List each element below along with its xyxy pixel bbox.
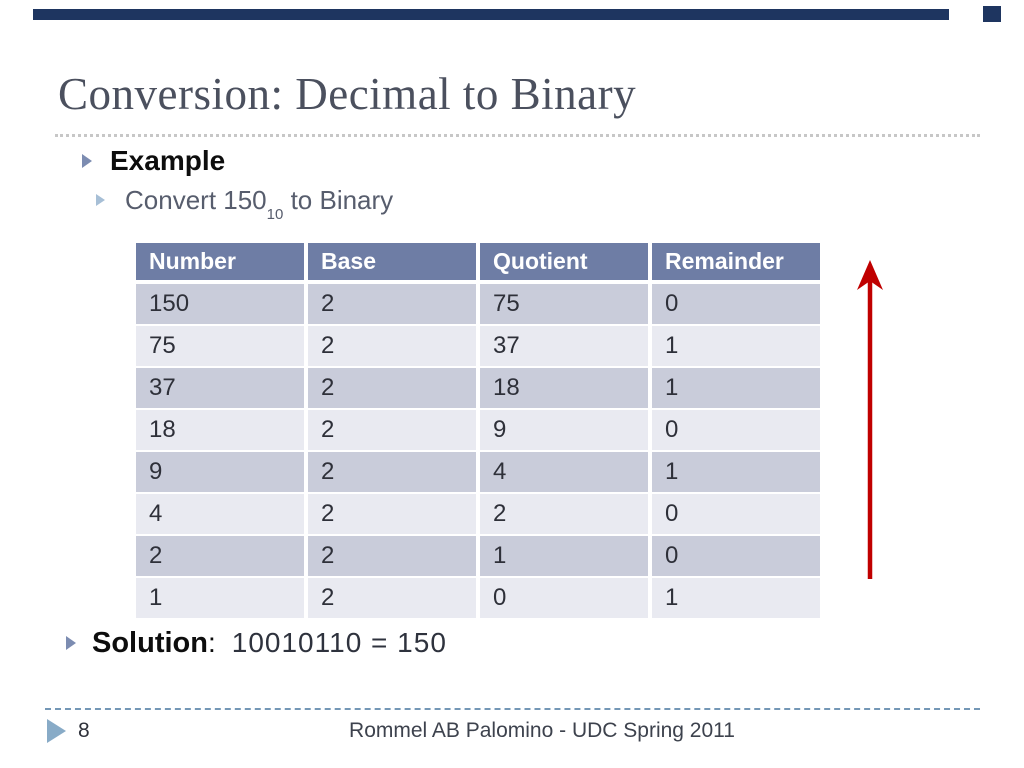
table-cell: 1 [652, 578, 820, 618]
bullet-triangle-icon [82, 154, 92, 168]
table-cell: 1 [652, 368, 820, 408]
solution-value: 10010110 = 150 [231, 627, 447, 658]
table-cell: 75 [480, 284, 648, 324]
table-cell: 4 [480, 452, 648, 492]
example-label: Example [110, 145, 226, 176]
top-accent-bar [33, 9, 949, 20]
bullet-triangle-icon [66, 636, 76, 650]
table-cell: 150 [136, 284, 304, 324]
bullet-example: Example [82, 144, 225, 178]
table-cell: 75 [136, 326, 304, 366]
table-cell: 37 [480, 326, 648, 366]
table-header-number: Number [136, 243, 304, 280]
table-cell: 2 [308, 368, 476, 408]
bullet-triangle-icon [96, 194, 105, 206]
convert-label: Convert 15010 to Binary [125, 184, 394, 222]
up-arrow-icon [857, 260, 883, 579]
table-header-remainder: Remainder [652, 243, 820, 280]
table-cell: 2 [308, 410, 476, 450]
table-cell: 0 [480, 578, 648, 618]
table-cell: 2 [308, 284, 476, 324]
table-cell: 1 [652, 326, 820, 366]
convert-subscript: 10 [266, 205, 284, 223]
convert-suffix: to Binary [283, 184, 394, 215]
title-divider [55, 134, 980, 137]
table-cell: 2 [136, 536, 304, 576]
page-number: 8 [78, 719, 90, 742]
table-cell: 18 [136, 410, 304, 450]
table-cell: 2 [308, 578, 476, 618]
table-cell: 1 [652, 452, 820, 492]
table-cell: 4 [136, 494, 304, 534]
table-cell: 2 [480, 494, 648, 534]
top-accent-square [983, 6, 1001, 22]
table-cell: 0 [652, 536, 820, 576]
solution-colon: : [207, 627, 216, 658]
table-cell: 2 [308, 536, 476, 576]
table-cell: 9 [136, 452, 304, 492]
table-cell: 2 [308, 452, 476, 492]
bullet-convert: Convert 15010 to Binary [96, 184, 394, 222]
table-cell: 18 [480, 368, 648, 408]
table-header-base: Base [308, 243, 476, 280]
footer-divider [45, 708, 980, 710]
conversion-table: Number Base Quotient Remainder 150 2 75 … [136, 243, 820, 618]
table-cell: 0 [652, 410, 820, 450]
table-cell: 0 [652, 494, 820, 534]
bullet-solution: Solution:10010110 = 150 [66, 624, 447, 662]
table-cell: 2 [308, 326, 476, 366]
slide-title: Conversion: Decimal to Binary [58, 69, 637, 119]
table-cell: 9 [480, 410, 648, 450]
table-header-quotient: Quotient [480, 243, 648, 280]
table-cell: 0 [652, 284, 820, 324]
solution-label: Solution [92, 626, 208, 659]
footer-arrow-icon [47, 719, 66, 743]
convert-prefix: Convert 150 [125, 184, 267, 215]
table-cell: 1 [480, 536, 648, 576]
table-cell: 37 [136, 368, 304, 408]
footer-text: Rommel AB Palomino - UDC Spring 2011 [349, 719, 735, 742]
table-cell: 2 [308, 494, 476, 534]
table-cell: 1 [136, 578, 304, 618]
